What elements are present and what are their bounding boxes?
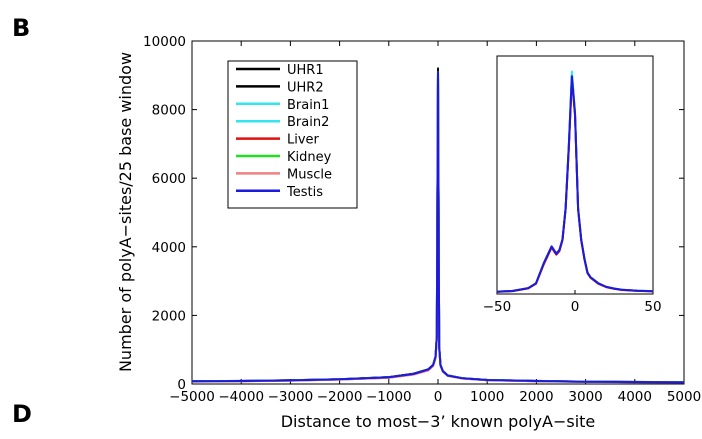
x-tick-label: 0 xyxy=(434,389,443,405)
x-axis-title: Distance to most−3’ known polyA−site xyxy=(281,412,596,431)
y-tick-label: 2000 xyxy=(152,308,186,324)
x-tick-label: −5000 xyxy=(169,389,215,405)
legend-label-uhr1: UHR1 xyxy=(287,63,324,78)
x-tick-label: 1000 xyxy=(470,389,504,405)
main-plot: −5000 −4000 −3000 −2000 −1000 0 1000 2000 3000 40… xyxy=(116,34,701,431)
inset-background xyxy=(497,56,653,294)
x-tick-label: 5000 xyxy=(667,389,701,405)
x-tick-label: 4000 xyxy=(618,389,652,405)
legend-label-testis: Testis xyxy=(286,185,323,200)
y-tick-label: 6000 xyxy=(152,171,186,187)
main-y-ticks: 0 2000 4000 6000 8000 10000 xyxy=(143,34,684,393)
panel-letter-d: D xyxy=(12,400,32,428)
inset-x-tick-label: 50 xyxy=(644,299,661,315)
x-tick-label: −3000 xyxy=(268,389,314,405)
y-tick-label: 0 xyxy=(177,377,186,393)
series-line-testis xyxy=(191,70,685,384)
y-axis-title: Number of polyA−sites/25 base window xyxy=(116,52,135,372)
legend-label-kidney: Kidney xyxy=(287,150,332,165)
inset-x-tick-label: 0 xyxy=(571,299,580,315)
x-tick-label: 2000 xyxy=(519,389,553,405)
legend-items: UHR1 UHR2 Brain1 Brain2 Liver Kidney Muscle Tes… xyxy=(236,63,332,200)
x-tick-label: −4000 xyxy=(218,389,264,405)
x-tick-label: 3000 xyxy=(568,389,602,405)
inset-plot: −50 0 50 xyxy=(483,55,662,315)
x-tick-label: −2000 xyxy=(317,389,363,405)
inset-series-lines xyxy=(496,70,654,293)
inset-x-tick-label: −50 xyxy=(483,299,512,315)
legend-label-brain1: Brain1 xyxy=(287,98,329,113)
panel-letter-b: B xyxy=(12,14,30,42)
x-tick-label: −1000 xyxy=(366,389,412,405)
y-tick-label: 4000 xyxy=(152,240,186,256)
inset-x-ticks: −50 0 50 xyxy=(483,290,662,315)
main-series-lines xyxy=(191,67,685,384)
legend-label-brain2: Brain2 xyxy=(287,115,329,130)
legend: UHR1 UHR2 Brain1 Brain2 Liver Kidney Muscle Tes… xyxy=(227,60,358,209)
y-tick-label: 10000 xyxy=(143,34,186,50)
legend-label-muscle: Muscle xyxy=(287,167,332,182)
legend-label-liver: Liver xyxy=(287,133,320,148)
y-tick-label: 8000 xyxy=(152,103,186,119)
legend-label-uhr2: UHR2 xyxy=(287,80,324,95)
inset-series-line-testis xyxy=(496,75,654,293)
